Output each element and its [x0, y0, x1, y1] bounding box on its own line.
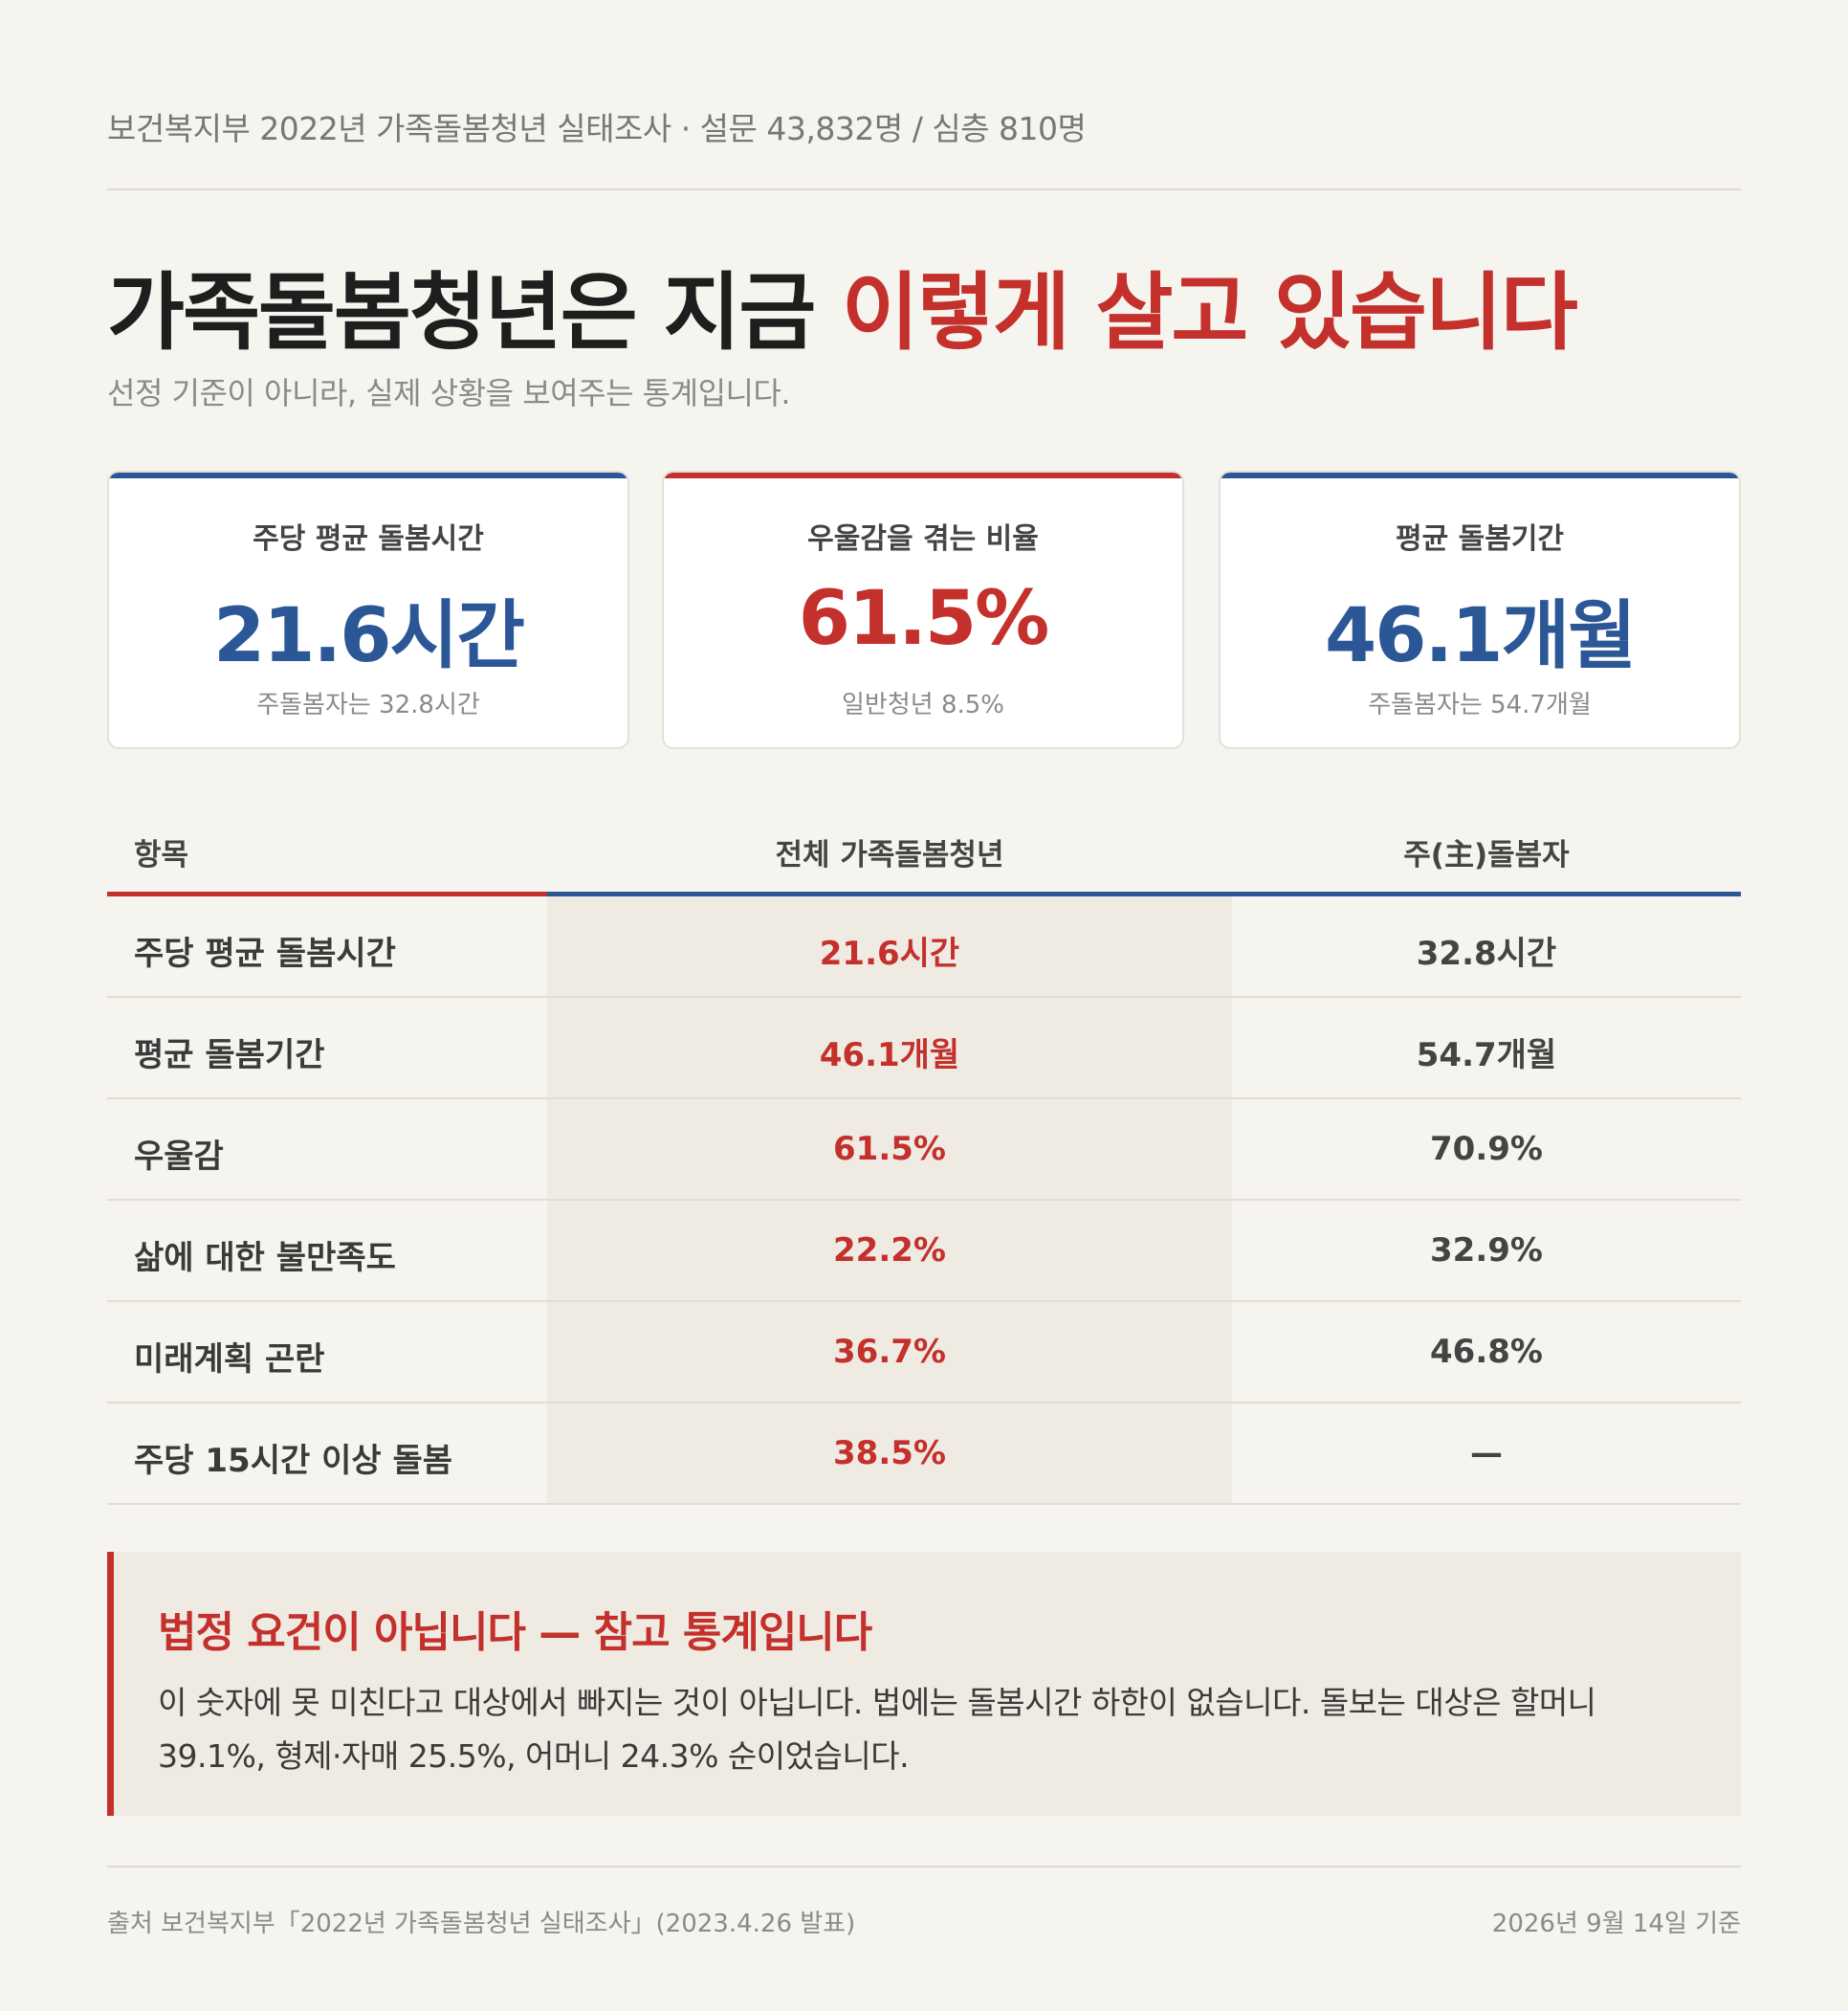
- row-all-value: 21.6시간: [819, 935, 960, 973]
- footer-source: 출처 보건복지부「2022년 가족돌봄청년 실태조사」(2023.4.26 발표…: [107, 1910, 856, 1938]
- row-all-value: 46.1개월: [819, 1036, 960, 1074]
- row-main-value: 70.9%: [1430, 1130, 1543, 1168]
- row-item: 미래계획 곤란: [134, 1340, 325, 1379]
- header-rule-blue: [547, 892, 1741, 896]
- table-header: 항목 전체 가족돌봄청년 주(主)돌봄자: [107, 811, 1741, 896]
- card-accent-bar: [664, 473, 1182, 478]
- card-note: 주돌봄자는 54.7개월: [1368, 691, 1592, 719]
- row-item: 주당 15시간 이상 돌봄: [134, 1442, 453, 1480]
- survey-source-line: 보건복지부 2022년 가족돌봄청년 실태조사 · 설문 43,832명 / 심…: [107, 110, 1087, 147]
- comparison-table: 항목 전체 가족돌봄청년 주(主)돌봄자 주당 평균 돌봄시간 21.6시간 3…: [107, 811, 1741, 1505]
- callout-body: 이 숫자에 못 미친다고 대상에서 빠지는 것이 아닙니다. 법에는 돌봄시간 …: [158, 1684, 1596, 1775]
- table-row: 평균 돌봄기간 46.1개월 54.7개월: [107, 998, 1741, 1099]
- row-item: 우울감: [134, 1138, 224, 1176]
- top-divider: [107, 188, 1741, 190]
- table-body: 주당 평균 돌봄시간 21.6시간 32.8시간 평균 돌봄기간 46.1개월 …: [107, 896, 1741, 1505]
- row-main-value: 46.8%: [1430, 1333, 1543, 1371]
- page-title: 가족돌봄청년은 지금 이렇게 살고 있습니다: [107, 245, 1741, 366]
- row-main-value: 54.7개월: [1416, 1036, 1557, 1074]
- card-value: 21.6시간: [213, 593, 525, 679]
- row-main-value: —: [1470, 1434, 1503, 1472]
- stat-card-care-hours: 주당 평균 돌봄시간 21.6시간 주돌봄자는 32.8시간: [107, 471, 629, 749]
- table-row: 주당 평균 돌봄시간 21.6시간 32.8시간: [107, 896, 1741, 998]
- row-all-value: 38.5%: [833, 1434, 946, 1472]
- card-label: 평균 돌봄기간: [1395, 522, 1565, 556]
- row-main-value: 32.8시간: [1416, 935, 1557, 973]
- table-row: 우울감 61.5% 70.9%: [107, 1099, 1741, 1201]
- stat-card-depression: 우울감을 겪는 비율 61.5% 일반청년 8.5%: [662, 471, 1184, 749]
- callout-stripe: [107, 1552, 114, 1816]
- card-note: 주돌봄자는 32.8시간: [256, 691, 480, 719]
- card-value: 46.1개월: [1325, 593, 1637, 679]
- card-accent-bar: [109, 473, 627, 478]
- card-value: 61.5%: [798, 576, 1050, 662]
- title-main: 가족돌봄청년은 지금: [107, 263, 842, 362]
- notice-callout: 법정 요건이 아닙니다 — 참고 통계입니다 이 숫자에 못 미친다고 대상에서…: [107, 1552, 1741, 1816]
- row-all-value: 61.5%: [833, 1130, 946, 1168]
- header-item: 항목: [134, 838, 189, 873]
- row-item: 평균 돌봄기간: [134, 1036, 325, 1074]
- stat-card-care-period: 평균 돌봄기간 46.1개월 주돌봄자는 54.7개월: [1219, 471, 1741, 749]
- callout-title: 법정 요건이 아닙니다 — 참고 통계입니다: [158, 1608, 872, 1657]
- table-row: 주당 15시간 이상 돌봄 38.5% —: [107, 1403, 1741, 1505]
- page-subtitle: 선정 기준이 아니라, 실제 상황을 보여주는 통계입니다.: [107, 375, 791, 411]
- row-all-value: 22.2%: [833, 1231, 946, 1270]
- row-item: 삶에 대한 불만족도: [134, 1239, 396, 1277]
- bottom-divider: [107, 1866, 1741, 1867]
- highlight-column: [547, 896, 1232, 1505]
- footer-date: 2026년 9월 14일 기준: [1491, 1910, 1741, 1938]
- header-main-carer: 주(主)돌봄자: [1403, 838, 1570, 873]
- header-all-youth: 전체 가족돌봄청년: [775, 838, 1004, 873]
- card-label: 우울감을 겪는 비율: [807, 522, 1039, 556]
- row-item: 주당 평균 돌봄시간: [134, 935, 396, 973]
- row-main-value: 32.9%: [1430, 1231, 1543, 1270]
- title-accent: 이렇게 살고 있습니다: [841, 263, 1578, 362]
- stat-cards: 주당 평균 돌봄시간 21.6시간 주돌봄자는 32.8시간 우울감을 겪는 비…: [107, 471, 1741, 757]
- row-all-value: 36.7%: [833, 1333, 946, 1371]
- card-accent-bar: [1221, 473, 1739, 478]
- card-note: 일반청년 8.5%: [842, 691, 1004, 719]
- header-rule-red: [107, 892, 547, 896]
- table-row: 미래계획 곤란 36.7% 46.8%: [107, 1302, 1741, 1403]
- table-row: 삶에 대한 불만족도 22.2% 32.9%: [107, 1201, 1741, 1302]
- card-label: 주당 평균 돌봄시간: [253, 522, 484, 556]
